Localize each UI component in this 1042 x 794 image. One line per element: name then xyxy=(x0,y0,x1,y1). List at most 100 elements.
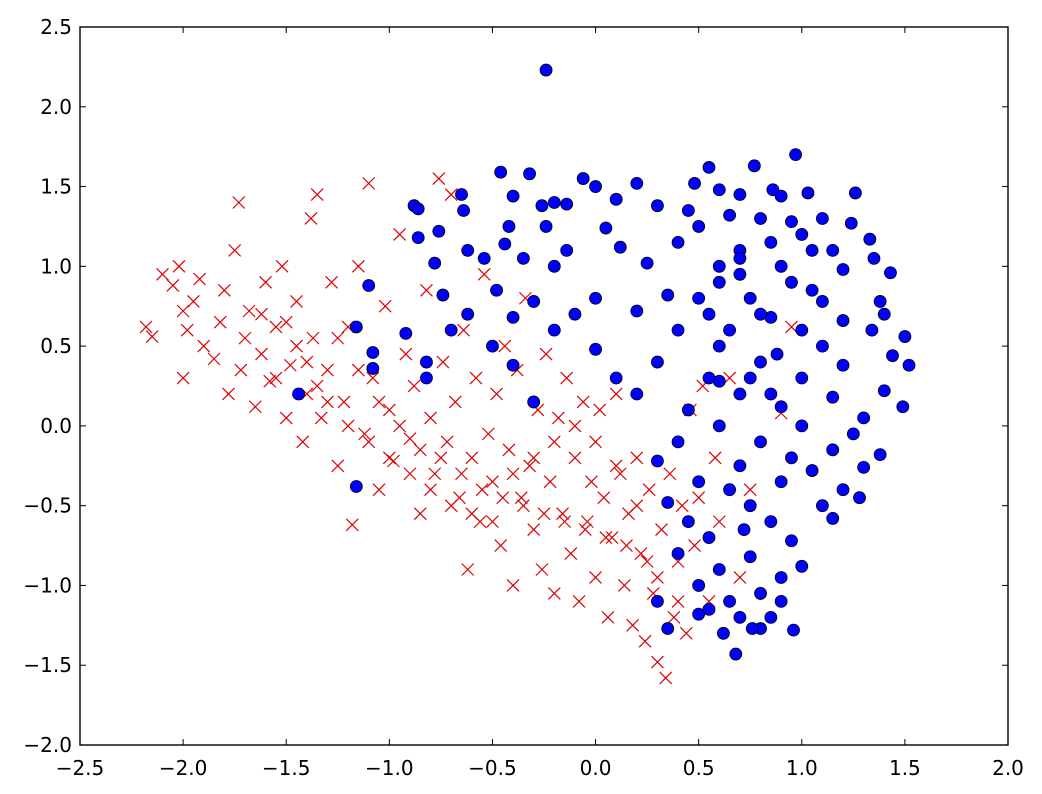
data-point-circle-marker xyxy=(747,159,761,173)
data-point-x-marker xyxy=(601,610,615,624)
data-point-x-marker xyxy=(331,459,345,473)
data-point-x-marker xyxy=(568,451,582,465)
data-point-x-marker xyxy=(659,671,673,685)
data-point-x-marker xyxy=(547,435,561,449)
data-point-circle-marker xyxy=(774,189,788,203)
x-tick-label: −2.0 xyxy=(159,756,208,780)
data-point-x-marker xyxy=(514,491,528,505)
data-point-circle-marker xyxy=(712,563,726,576)
data-point-circle-marker xyxy=(743,550,757,564)
data-point-circle-marker xyxy=(733,267,747,281)
data-point-x-marker xyxy=(516,499,530,513)
data-point-circle-marker xyxy=(651,454,664,468)
data-point-x-marker xyxy=(640,555,654,568)
data-point-circle-marker xyxy=(886,349,899,363)
data-point-circle-marker xyxy=(349,320,363,334)
series-cross-markers xyxy=(139,172,798,685)
data-point-circle-marker xyxy=(826,443,840,457)
data-point-x-marker xyxy=(234,363,248,377)
data-point-circle-marker xyxy=(723,595,736,608)
data-point-circle-marker xyxy=(745,622,759,635)
data-point-circle-marker xyxy=(826,243,840,257)
data-point-circle-marker xyxy=(630,387,644,401)
data-point-circle-marker xyxy=(692,475,706,489)
data-point-circle-marker xyxy=(712,183,726,197)
data-point-x-marker xyxy=(337,395,351,409)
data-point-x-marker xyxy=(444,188,458,201)
data-point-circle-marker xyxy=(712,259,726,273)
data-point-circle-marker xyxy=(411,231,425,245)
data-point-x-marker xyxy=(434,451,448,465)
data-point-circle-marker xyxy=(733,610,747,624)
data-point-x-marker xyxy=(506,579,520,592)
data-point-circle-marker xyxy=(671,235,685,249)
y-tick-label: −2.0 xyxy=(23,733,72,757)
data-point-x-marker xyxy=(650,571,664,584)
data-point-circle-marker xyxy=(681,204,695,217)
data-point-circle-marker xyxy=(737,523,751,536)
data-point-x-marker xyxy=(180,323,194,337)
data-point-x-marker xyxy=(275,259,289,273)
data-point-x-marker xyxy=(465,451,479,465)
data-point-circle-marker xyxy=(723,323,736,337)
data-point-circle-marker xyxy=(743,291,757,305)
data-point-circle-marker xyxy=(785,215,798,229)
data-point-circle-marker xyxy=(461,243,475,257)
data-point-circle-marker xyxy=(774,400,788,414)
data-point-x-marker xyxy=(366,371,380,385)
data-point-circle-marker xyxy=(717,626,730,640)
x-tick-label: 1.0 xyxy=(786,756,818,780)
data-point-circle-marker xyxy=(498,237,512,251)
data-point-circle-marker xyxy=(661,496,675,509)
data-point-circle-marker xyxy=(599,221,613,235)
data-point-circle-marker xyxy=(547,196,561,209)
data-point-x-marker xyxy=(618,579,631,592)
data-point-circle-marker xyxy=(444,323,458,337)
data-point-x-marker xyxy=(228,243,242,257)
data-point-x-marker xyxy=(269,320,283,334)
data-point-x-marker xyxy=(382,403,396,417)
data-point-x-marker xyxy=(523,459,536,473)
data-point-x-marker xyxy=(743,483,757,497)
x-tick-label: −2.5 xyxy=(56,756,105,780)
data-point-x-marker xyxy=(172,259,186,273)
data-point-x-marker xyxy=(321,363,334,377)
data-point-x-marker xyxy=(597,491,611,505)
data-point-circle-marker xyxy=(461,307,475,321)
data-point-circle-marker xyxy=(502,220,516,233)
data-point-x-marker xyxy=(589,571,602,584)
data-point-x-marker xyxy=(448,395,462,409)
data-point-circle-marker xyxy=(712,339,726,353)
data-point-circle-marker xyxy=(671,435,685,449)
data-point-x-marker xyxy=(325,275,339,289)
data-point-circle-marker xyxy=(494,165,508,179)
y-tick-label: 2.0 xyxy=(40,95,72,119)
data-point-circle-marker xyxy=(506,358,520,372)
data-point-x-marker xyxy=(655,523,668,537)
data-point-x-marker xyxy=(490,387,503,401)
data-point-circle-marker xyxy=(805,464,819,477)
data-point-circle-marker xyxy=(692,220,706,233)
data-point-circle-marker xyxy=(688,176,701,190)
y-tick-label: 1.5 xyxy=(40,175,72,199)
data-point-circle-marker xyxy=(702,602,716,616)
data-point-x-marker xyxy=(393,227,407,241)
data-point-circle-marker xyxy=(789,148,802,162)
data-point-x-marker xyxy=(166,279,180,292)
data-point-circle-marker xyxy=(785,534,798,548)
data-point-circle-marker xyxy=(785,275,798,289)
data-point-circle-marker xyxy=(455,188,468,201)
data-point-circle-marker xyxy=(764,235,778,249)
data-point-x-marker xyxy=(176,371,190,385)
data-point-x-marker xyxy=(496,491,510,505)
data-point-x-marker xyxy=(407,379,421,393)
y-tick-label: 1.0 xyxy=(40,254,72,278)
data-point-x-marker xyxy=(527,451,541,465)
data-point-x-marker xyxy=(564,547,578,560)
data-point-x-marker xyxy=(465,507,479,521)
data-point-circle-marker xyxy=(527,295,541,308)
data-point-x-marker xyxy=(413,443,427,457)
data-point-circle-marker xyxy=(743,371,757,385)
data-point-circle-marker xyxy=(723,483,736,497)
data-point-x-marker xyxy=(378,299,392,313)
